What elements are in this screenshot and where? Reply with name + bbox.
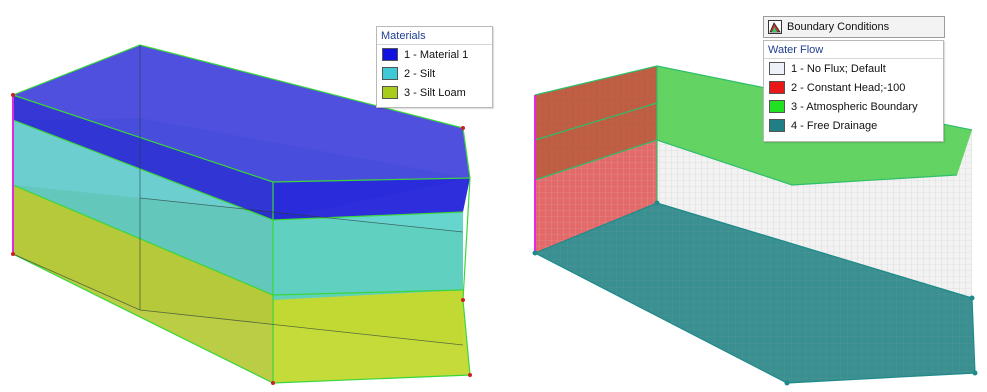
- legend-item-constant-head[interactable]: 2 - Constant Head;-100: [764, 78, 943, 97]
- bottom-edges: [534, 202, 976, 384]
- corner-nodes: [11, 93, 472, 385]
- boundary-conditions-icon: [768, 20, 782, 34]
- material1-front-face: [13, 95, 273, 220]
- silt-loam-front-face: [13, 185, 273, 383]
- legend-item-label: 2 - Silt: [404, 67, 436, 80]
- legend-item-label: 3 - Silt Loam: [404, 86, 466, 99]
- legend-item-free-drainage[interactable]: 4 - Free Drainage: [764, 116, 943, 135]
- free-drainage-swatch: [769, 119, 785, 132]
- boundary-conditions-title: Boundary Conditions: [787, 21, 890, 33]
- materials-3d-view[interactable]: [0, 0, 490, 392]
- silt-front-face: [13, 120, 273, 295]
- material1-top-face: [13, 45, 470, 182]
- silt-loam-side-face: [273, 290, 470, 383]
- legend-item-label: 4 - Free Drainage: [791, 119, 878, 132]
- materials-legend: Materials 1 - Material 1 2 - Silt 3 - Si…: [376, 26, 493, 108]
- water-flow-title: Water Flow: [764, 41, 943, 59]
- constant-head-swatch: [769, 81, 785, 94]
- materials-legend-title: Materials: [377, 27, 492, 45]
- legend-item-label: 3 - Atmospheric Boundary: [791, 100, 918, 113]
- hidden-edges: [12, 45, 464, 346]
- silt-loam-swatch: [382, 86, 398, 99]
- legend-item-no-flux[interactable]: 1 - No Flux; Default: [764, 59, 943, 78]
- boundary-nodes: [532, 200, 978, 386]
- material1-side-face: [273, 178, 470, 220]
- free-drainage-bottom-grid: [535, 203, 975, 383]
- silt-side-face: [273, 212, 463, 300]
- water-flow-legend: Water Flow 1 - No Flux; Default 2 - Cons…: [763, 40, 944, 142]
- constant-head-top-section: [535, 66, 657, 180]
- legend-item-label: 1 - No Flux; Default: [791, 62, 886, 75]
- silt-swatch: [382, 67, 398, 80]
- legend-item-atmospheric[interactable]: 3 - Atmospheric Boundary: [764, 97, 943, 116]
- legend-item-label: 1 - Material 1: [404, 48, 469, 61]
- atmospheric-swatch: [769, 100, 785, 113]
- legend-item-silt-loam[interactable]: 3 - Silt Loam: [377, 83, 492, 102]
- mesh-edges: [12, 44, 471, 384]
- legend-item-material-1[interactable]: 1 - Material 1: [377, 45, 492, 64]
- no-flux-swatch: [769, 62, 785, 75]
- legend-item-silt[interactable]: 2 - Silt: [377, 64, 492, 83]
- material-1-swatch: [382, 48, 398, 61]
- legend-item-label: 2 - Constant Head;-100: [791, 81, 906, 94]
- boundary-conditions-header[interactable]: Boundary Conditions: [763, 16, 945, 38]
